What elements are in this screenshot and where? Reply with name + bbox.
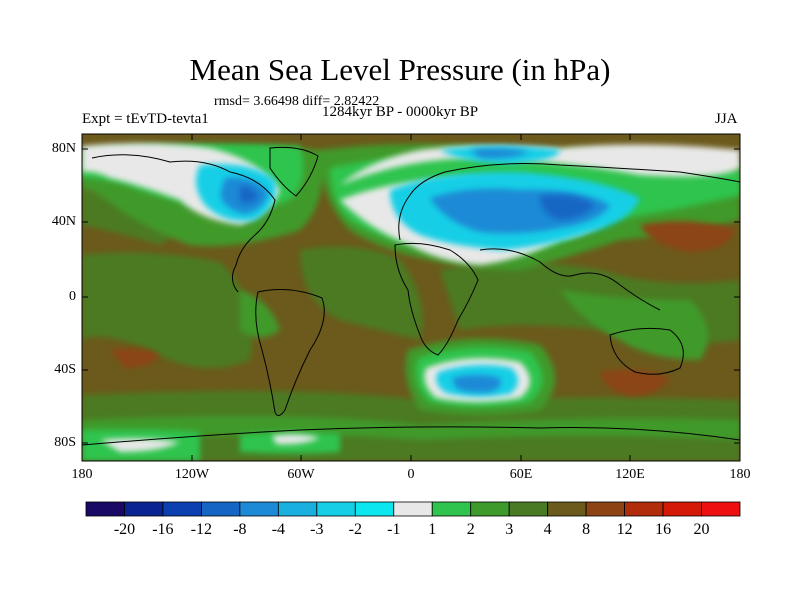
colorbar-swatch: [393, 501, 433, 517]
colorbar-swatch: [124, 501, 164, 517]
coastlines: [82, 146, 740, 446]
colorbar-label: -1: [387, 521, 401, 538]
axis-ticks: [81, 134, 741, 461]
colorbar-swatch: [354, 501, 395, 517]
coast-north-america: [91, 154, 276, 293]
coast-greenland: [269, 146, 319, 197]
colorbar-label: 12: [616, 521, 633, 538]
colorbar-label: 4: [543, 521, 552, 538]
colorbar-label: 3: [505, 521, 514, 538]
colorbar-swatch: [201, 501, 241, 517]
coast-africa: [394, 242, 479, 356]
colorbar-swatch: [547, 501, 587, 517]
x-label-0: 0: [407, 467, 415, 482]
coast-europe-asia: [398, 163, 740, 241]
colorbar: [85, 501, 741, 517]
x-label-120w: 120W: [174, 467, 210, 482]
colorbar-label: -12: [190, 521, 213, 538]
x-label-180w: 180: [71, 467, 93, 482]
colorbar-swatch: [239, 501, 279, 517]
y-label-80s: 80S: [54, 435, 76, 450]
colorbar-label: 8: [582, 521, 591, 538]
colorbar-label: -16: [152, 521, 174, 538]
colorbar-label: -2: [348, 521, 362, 538]
field-brown-band: [110, 221, 735, 396]
pressure-field: [82, 134, 740, 461]
colorbar-label: -20: [113, 521, 136, 538]
colorbar-swatch: [508, 501, 549, 517]
colorbar-swatch: [85, 501, 125, 517]
colorbar-label: 16: [655, 521, 672, 538]
y-label-40s: 40S: [54, 362, 76, 377]
colorbar-label: -8: [233, 521, 247, 538]
field-core-band: [240, 186, 595, 220]
colorbar-label: -4: [271, 521, 286, 538]
colorbar-label: 20: [693, 521, 710, 538]
y-label-40n: 40N: [51, 214, 76, 229]
colorbar-swatch: [431, 501, 472, 517]
colorbar-swatch: [470, 501, 510, 517]
colorbar-swatch: [277, 501, 318, 517]
coast-antarctica: [82, 426, 740, 446]
x-label-60e: 60E: [509, 467, 533, 482]
colorbar-swatch: [662, 501, 702, 517]
colorbar-label: 2: [466, 521, 475, 538]
colorbar-swatch: [162, 501, 202, 517]
y-label-80n: 80N: [51, 141, 76, 156]
colorbar-swatch: [316, 501, 356, 517]
season-label: JJA: [715, 111, 738, 127]
colorbar-swatch: [585, 501, 625, 517]
x-label-60w: 60W: [287, 467, 315, 482]
colorbar-label: -3: [310, 521, 324, 538]
colorbar-swatch: [624, 501, 664, 517]
coast-australia: [609, 327, 684, 375]
coast-south-asia: [479, 248, 661, 311]
x-label-120e: 120E: [615, 467, 645, 482]
period-label: 1284kyr BP - 0000kyr BP: [322, 104, 479, 120]
experiment-label: Expt = tEvTD-tevta1: [82, 111, 209, 127]
y-label-0: 0: [69, 289, 76, 304]
map-title: Mean Sea Level Pressure (in hPa): [189, 52, 611, 87]
stats-text: rmsd= 3.66498 diff= 2.82422: [214, 94, 380, 109]
coast-south-america: [255, 289, 325, 416]
colorbar-swatch: [701, 501, 741, 517]
x-label-180e: 180: [729, 467, 751, 482]
colorbar-label: 1: [428, 521, 437, 538]
